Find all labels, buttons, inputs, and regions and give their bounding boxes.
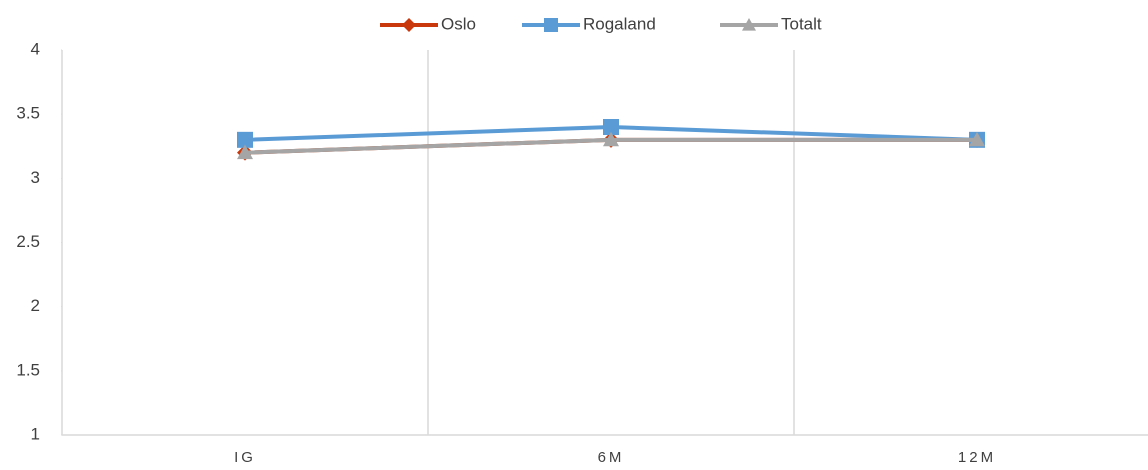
legend-label: Totalt <box>781 14 822 33</box>
x-tick-label: 12M <box>958 449 996 466</box>
marker <box>969 131 985 147</box>
marker <box>237 144 253 160</box>
y-tick-label: 2 <box>31 296 40 315</box>
marker <box>402 18 416 32</box>
y-tick-label: 2.5 <box>16 232 40 251</box>
legend-label: Rogaland <box>583 14 656 33</box>
marker <box>603 119 619 135</box>
y-tick-label: 1.5 <box>16 360 40 379</box>
marker <box>237 131 253 148</box>
marker <box>742 18 756 31</box>
legend-label: Oslo <box>441 14 476 33</box>
marker <box>544 18 558 32</box>
y-tick-label: 3 <box>31 168 40 187</box>
x-tick-label: 6M <box>598 449 625 466</box>
y-tick-label: 1 <box>31 424 40 443</box>
x-tick-label: IG <box>234 449 256 466</box>
marker <box>603 131 619 147</box>
y-tick-label: 4 <box>31 39 40 58</box>
y-tick-label: 3.5 <box>16 104 40 123</box>
